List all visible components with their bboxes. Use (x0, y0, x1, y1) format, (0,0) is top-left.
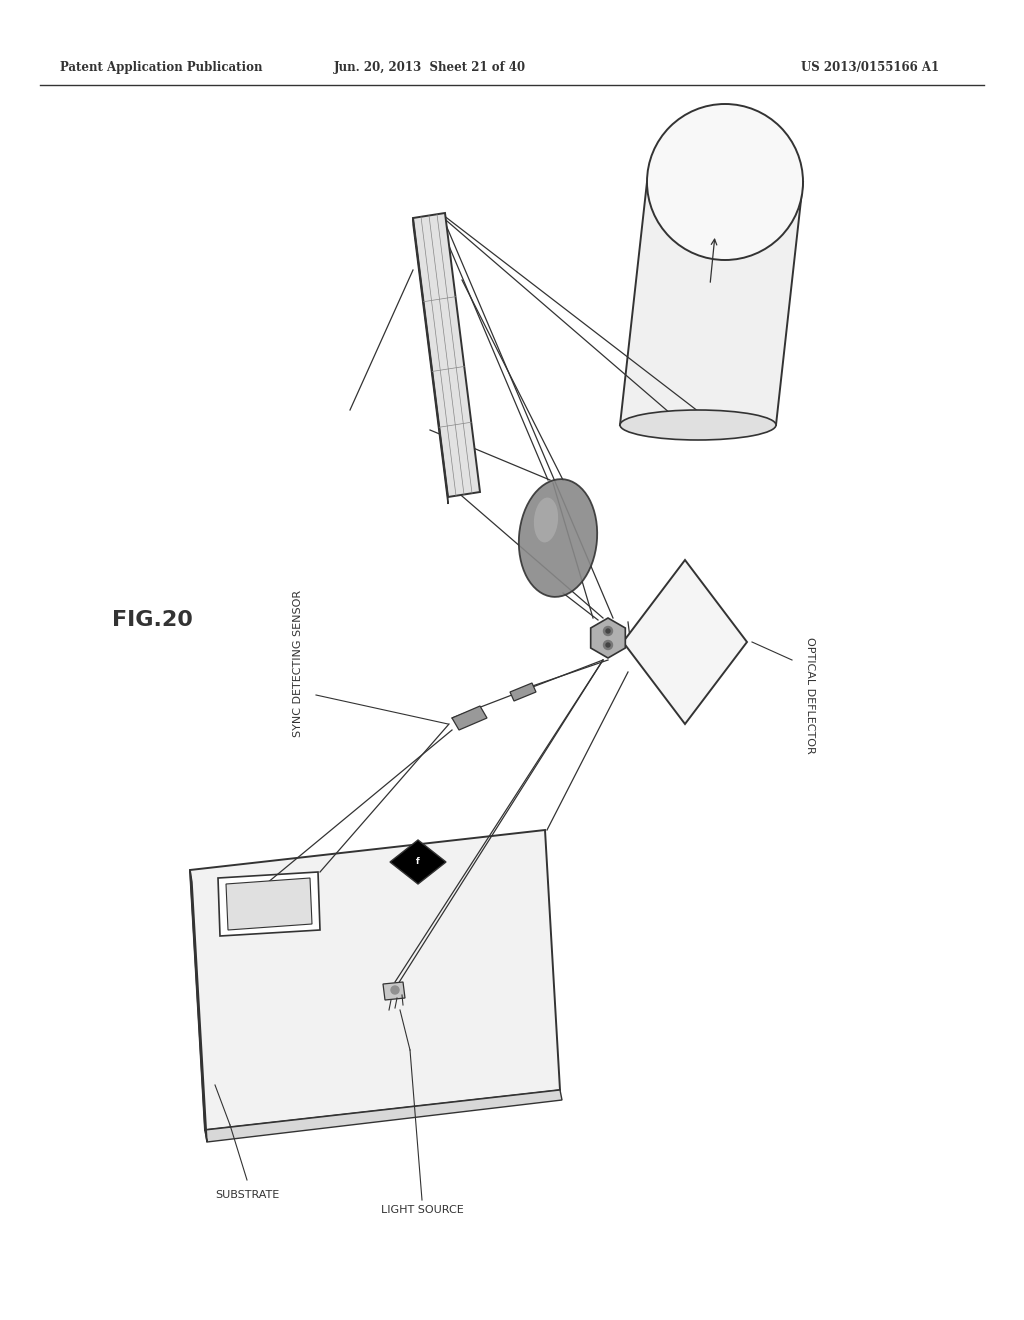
Circle shape (606, 643, 610, 647)
Text: Patent Application Publication: Patent Application Publication (60, 62, 262, 74)
Text: US 2013/0155166 A1: US 2013/0155166 A1 (801, 62, 939, 74)
Polygon shape (205, 1090, 562, 1142)
Circle shape (603, 627, 612, 635)
Polygon shape (190, 830, 560, 1130)
Polygon shape (623, 560, 746, 723)
Text: SUBSTRATE: SUBSTRATE (215, 1191, 280, 1200)
Polygon shape (413, 213, 480, 498)
Ellipse shape (620, 411, 776, 440)
Ellipse shape (647, 104, 803, 260)
Polygon shape (620, 182, 803, 425)
Circle shape (603, 640, 612, 649)
Polygon shape (591, 618, 626, 657)
Circle shape (606, 630, 610, 634)
Polygon shape (510, 682, 536, 701)
Text: LIGHT SOURCE: LIGHT SOURCE (381, 1205, 464, 1214)
Polygon shape (226, 878, 312, 931)
Polygon shape (218, 873, 319, 936)
Polygon shape (383, 982, 406, 1001)
Ellipse shape (534, 498, 558, 543)
Polygon shape (452, 706, 487, 730)
Polygon shape (190, 870, 207, 1142)
Text: Jun. 20, 2013  Sheet 21 of 40: Jun. 20, 2013 Sheet 21 of 40 (334, 62, 526, 74)
Polygon shape (413, 218, 449, 504)
Text: OPTICAL DEFLECTOR: OPTICAL DEFLECTOR (805, 636, 815, 754)
Text: f: f (416, 858, 420, 866)
Circle shape (391, 986, 399, 994)
Text: FIG.20: FIG.20 (112, 610, 193, 630)
Ellipse shape (519, 479, 597, 597)
Polygon shape (390, 840, 446, 884)
Text: SYNC DETECTING SENSOR: SYNC DETECTING SENSOR (293, 590, 303, 737)
